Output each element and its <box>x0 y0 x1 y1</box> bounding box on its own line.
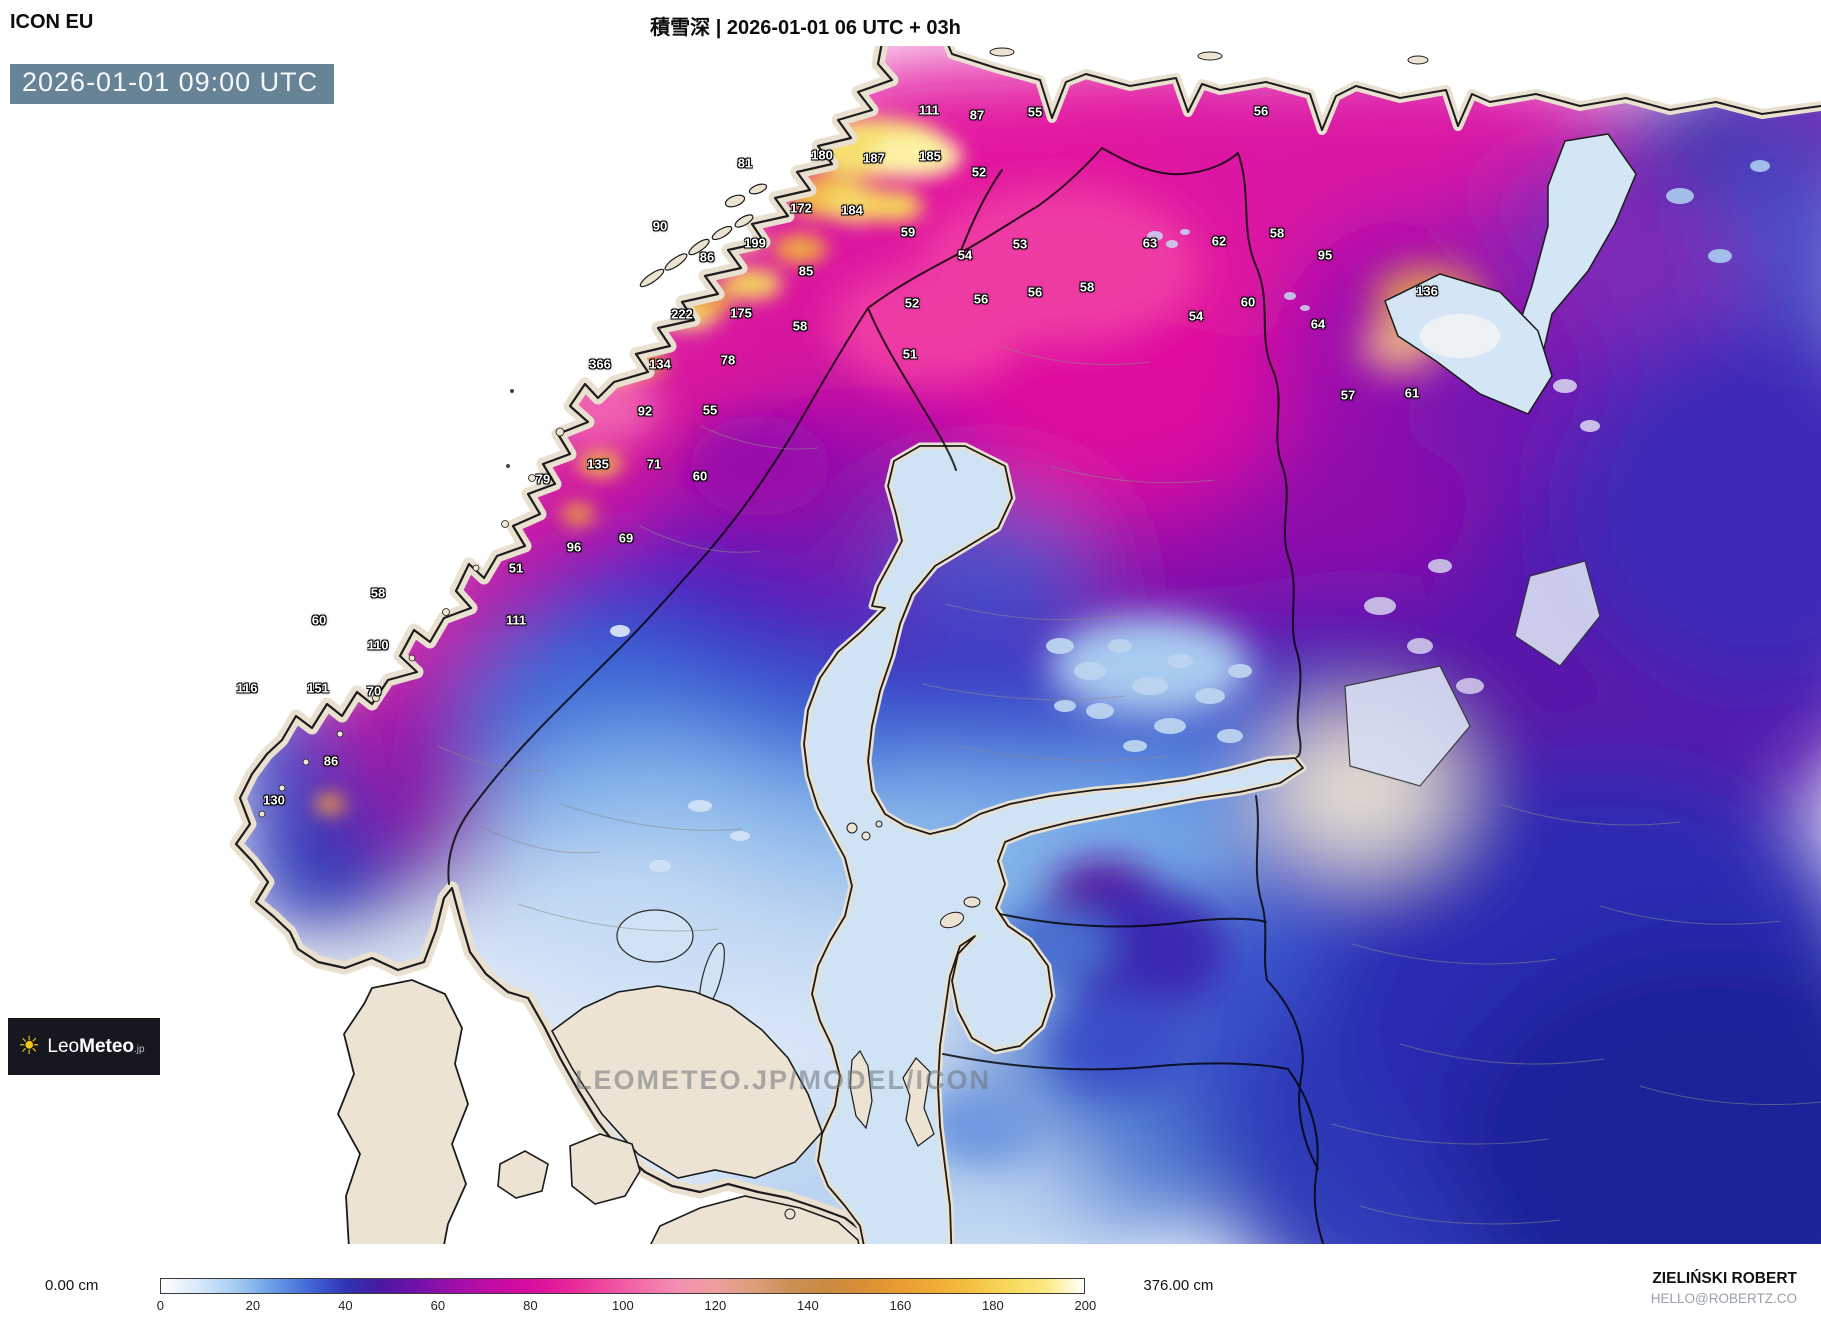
weather-map: 2026-01-01 09:00 UTC 81 180 187 111 87 55 56 18… <box>0 46 1821 1244</box>
legend-tick-label: 120 <box>704 1298 727 1313</box>
legend-gradient-bar <box>160 1278 1086 1294</box>
model-name: ICON EU <box>10 11 94 33</box>
country-borders <box>447 147 1325 1244</box>
attribution: ZIELIŃSKI ROBERT HELLO@ROBERTZ.CO <box>1651 1270 1797 1306</box>
norwegian-sea-and-coastline <box>0 46 899 1244</box>
legend-tick-label: 200 <box>1074 1298 1097 1313</box>
legend-tick-label: 20 <box>245 1298 261 1313</box>
map-canvas <box>0 46 1821 1244</box>
coastal-islands <box>258 183 768 818</box>
small-lakes <box>610 160 1770 872</box>
watermark: LEOMETEO.JP/MODEL/ICON <box>575 1065 992 1095</box>
barents-coastline <box>943 46 1821 135</box>
timestamp-badge: 2026-01-01 09:00 UTC <box>10 64 335 104</box>
header: ICON EU 積雪深 | 2026-01-01 06 UTC + 03h <box>0 0 1821 46</box>
baltic-sea <box>800 442 1307 1244</box>
legend-tick-label: 80 <box>523 1298 538 1313</box>
legend-scale: 0 20 40 60 80 100 120 140 160 180 200 <box>156 1278 1096 1320</box>
legend-tick-label: 0 <box>156 1298 164 1313</box>
legend-tick-label: 140 <box>797 1298 819 1313</box>
legend-tick-label: 40 <box>338 1298 353 1313</box>
legend-footer: 0.00 cm 0 20 40 60 80 100 120 140 160 180 200 376.… <box>0 1244 1821 1338</box>
legend-tick-label: 60 <box>430 1298 446 1313</box>
sun-icon: ☀ <box>18 1032 41 1060</box>
legend-tick-label: 100 <box>612 1298 634 1313</box>
legend-min-value: 0.00 cm <box>45 1277 99 1294</box>
page-title: 積雪深 | 2026-01-01 06 UTC + 03h <box>650 17 961 39</box>
regional-borders <box>437 345 1821 1225</box>
attribution-name: ZIELIŃSKI ROBERT <box>1652 1270 1797 1287</box>
snow-field-accents <box>540 186 1483 1166</box>
white-sea-and-lakes <box>616 133 1637 1010</box>
logo-text: LeoMeteo.jp <box>47 1035 145 1057</box>
logo: ☀ LeoMeteo.jp <box>8 1018 160 1075</box>
attribution-email: HELLO@ROBERTZ.CO <box>1650 1291 1797 1306</box>
legend-tick-label: 180 <box>982 1298 1004 1313</box>
legend-tick-label: 160 <box>889 1298 912 1313</box>
legend-max-value: 376.00 cm <box>1143 1277 1214 1294</box>
land-no-snow <box>337 820 981 1244</box>
legend-tick-labels: 0 20 40 60 80 100 120 140 160 180 200 <box>156 1298 1096 1320</box>
